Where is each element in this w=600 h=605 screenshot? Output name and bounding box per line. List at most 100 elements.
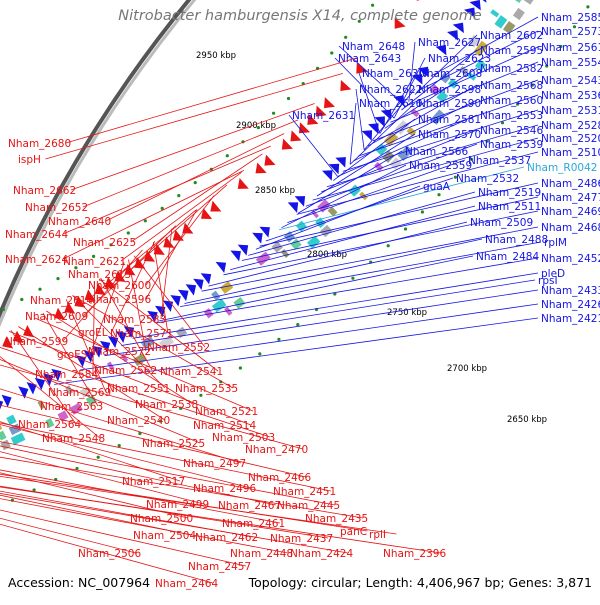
reverse-label-leader <box>0 388 242 464</box>
forward-label-leader <box>337 114 478 177</box>
forward-gene-label: Nham_2602 <box>480 30 543 42</box>
forward-gene-label: Nham_2532 <box>456 173 519 185</box>
forward-gene-label: Nham_2528 <box>541 120 600 132</box>
forward-gene-label: Nham_2622 <box>359 84 422 96</box>
forward-gene-arrow <box>185 284 197 296</box>
feature-block <box>374 161 384 172</box>
forward-label-leader <box>401 49 478 111</box>
forward-gene-label: Nham_2509 <box>470 217 533 229</box>
tick-mark <box>199 393 203 397</box>
forward-gene-arrow <box>34 377 45 391</box>
reverse-gene-label: Nham_2614 <box>30 295 93 307</box>
forward-gene-arrow <box>328 163 340 175</box>
forward-gene-label: Nham_2477 <box>541 192 600 204</box>
reverse-gene-label: Nham_2497 <box>183 458 246 470</box>
forward-label-leader <box>326 124 539 188</box>
reverse-label-leader <box>0 469 280 524</box>
tick-mark <box>572 25 577 29</box>
forward-gene-label: Nham_2520 <box>541 133 600 145</box>
reverse-label-leader <box>72 295 234 389</box>
feature-block <box>0 424 3 430</box>
reverse-gene-label: Nham_2535 <box>175 383 238 395</box>
forward-gene-label: Nham_2452 <box>541 253 600 265</box>
reverse-label-leader <box>90 262 125 355</box>
reverse-gene-label: Nham_2583 <box>103 314 166 326</box>
tick-mark <box>20 297 24 302</box>
feature-block <box>219 281 234 294</box>
forward-label-leader <box>404 46 539 108</box>
forward-gene-arrow <box>51 368 62 382</box>
forward-label-leader <box>248 191 476 256</box>
forward-gene-label: Nham_2561 <box>541 42 600 54</box>
forward-gene-arrow <box>91 345 103 358</box>
feature-block <box>132 353 148 367</box>
forward-gene-arrow <box>170 295 181 307</box>
forward-gene-arrow <box>322 170 333 181</box>
forward-gene-label: Nham_2581 <box>418 114 481 126</box>
forward-gene-label: Nham_2536 <box>541 90 600 102</box>
forward-gene-label: Nham_2560 <box>480 95 543 107</box>
forward-gene-arrow <box>287 202 299 213</box>
forward-gene-arrow <box>411 74 423 85</box>
reverse-gene-label: Nham_2448 <box>230 548 293 560</box>
forward-gene-arrow <box>83 350 95 363</box>
tick-mark <box>286 96 291 101</box>
forward-label-leader <box>321 129 478 193</box>
feature-block <box>327 206 338 217</box>
reverse-gene-arrow <box>54 307 66 320</box>
forward-gene-arrow <box>294 196 306 207</box>
tick-mark <box>351 276 355 280</box>
reverse-gene-arrow <box>210 200 222 212</box>
reverse-gene-label: Nham_2424 <box>290 548 353 560</box>
reverse-gene-label: groES <box>57 349 88 361</box>
reverse-label-leader <box>0 486 441 554</box>
reverse-label-leader <box>0 498 288 554</box>
reverse-gene-arrow <box>340 80 352 91</box>
reverse-gene-label: Nham_2517 <box>122 476 185 488</box>
feature-block <box>311 210 319 219</box>
forward-gene-label: Nham_2433 <box>541 285 600 297</box>
feature-block <box>280 249 290 259</box>
reverse-label-leader <box>0 451 204 505</box>
forward-label-leader <box>201 226 539 292</box>
forward-gene-arrow <box>1 394 12 408</box>
reverse-gene-label: ispH <box>18 154 41 166</box>
tick-mark <box>75 466 79 471</box>
forward-gene-label: Nham_2630 <box>362 68 425 80</box>
tick-mark <box>109 243 113 247</box>
reverse-gene-arrow <box>237 178 249 189</box>
feature-block <box>10 432 26 446</box>
reverse-label-leader <box>0 517 136 554</box>
reverse-gene-label: Nham_2437 <box>270 533 333 545</box>
tick-mark <box>296 323 300 327</box>
forward-label-leader <box>338 45 406 107</box>
forward-label-leader <box>288 114 338 177</box>
reverse-gene-label: Nham_2640 <box>48 216 111 228</box>
reverse-label-leader <box>100 277 153 371</box>
reverse-gene-label: Nham_2506 <box>78 548 141 560</box>
tick-mark <box>1 307 5 312</box>
feature-block <box>159 335 174 350</box>
forward-gene-label: Nham_2531 <box>541 105 600 117</box>
reverse-label-leader <box>0 475 397 535</box>
reverse-gene-label: Nham_2470 <box>245 444 308 456</box>
reverse-label-leader <box>62 170 245 260</box>
reverse-gene-label: Nham_2613 <box>68 269 131 281</box>
forward-gene-label: Nham_2553 <box>480 110 543 122</box>
forward-label-leader <box>287 159 466 223</box>
reverse-label-leader <box>92 281 95 375</box>
forward-label-leader <box>408 41 416 102</box>
reverse-label-leader <box>0 494 191 536</box>
reverse-gene-arrow <box>356 62 368 74</box>
forward-gene-label: Nham_2590 <box>418 98 481 110</box>
reverse-label-leader <box>0 472 188 519</box>
reverse-gene-label: Nham_2541 <box>160 366 223 378</box>
reverse-label-leader <box>120 171 242 262</box>
forward-gene-label: Nham_2648 <box>342 41 405 53</box>
reverse-gene-label: Nham_2466 <box>248 472 311 484</box>
tick-mark <box>256 126 260 130</box>
feature-block <box>57 410 69 422</box>
forward-gene-arrow <box>200 273 212 285</box>
forward-gene-arrow <box>18 386 29 399</box>
tick-mark <box>92 254 96 258</box>
